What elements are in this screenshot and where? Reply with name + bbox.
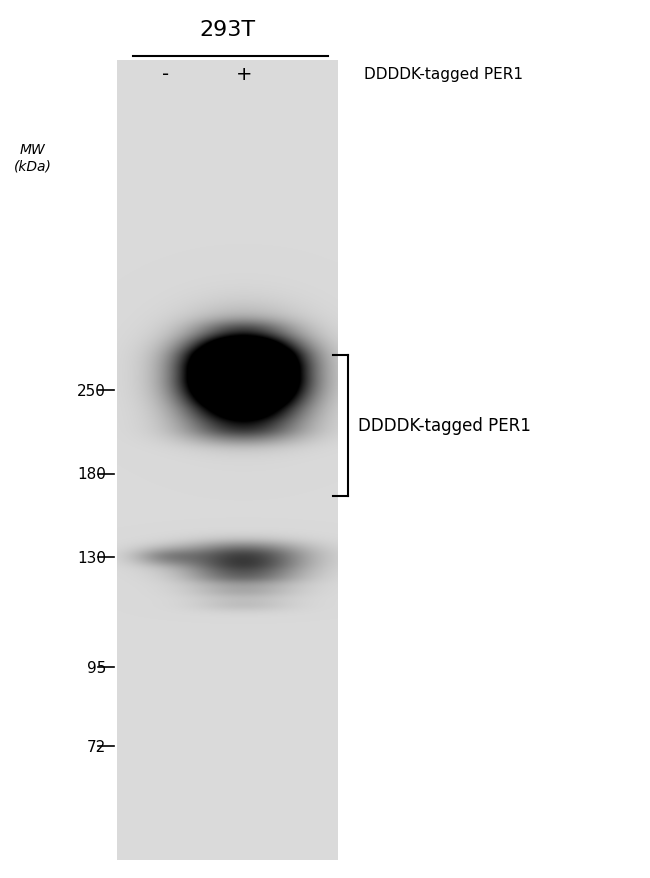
Text: DDDDK-tagged PER1: DDDDK-tagged PER1 [358, 417, 530, 435]
Text: 95: 95 [86, 659, 106, 675]
Text: +: + [235, 65, 252, 84]
Text: DDDDK-tagged PER1: DDDDK-tagged PER1 [364, 67, 523, 83]
Text: 180: 180 [77, 466, 106, 482]
Text: 293T: 293T [200, 19, 255, 40]
Text: 130: 130 [77, 550, 106, 565]
Text: -: - [162, 65, 169, 84]
Text: 250: 250 [77, 383, 106, 399]
Text: MW
(kDa): MW (kDa) [14, 143, 51, 173]
Text: 72: 72 [86, 738, 106, 754]
